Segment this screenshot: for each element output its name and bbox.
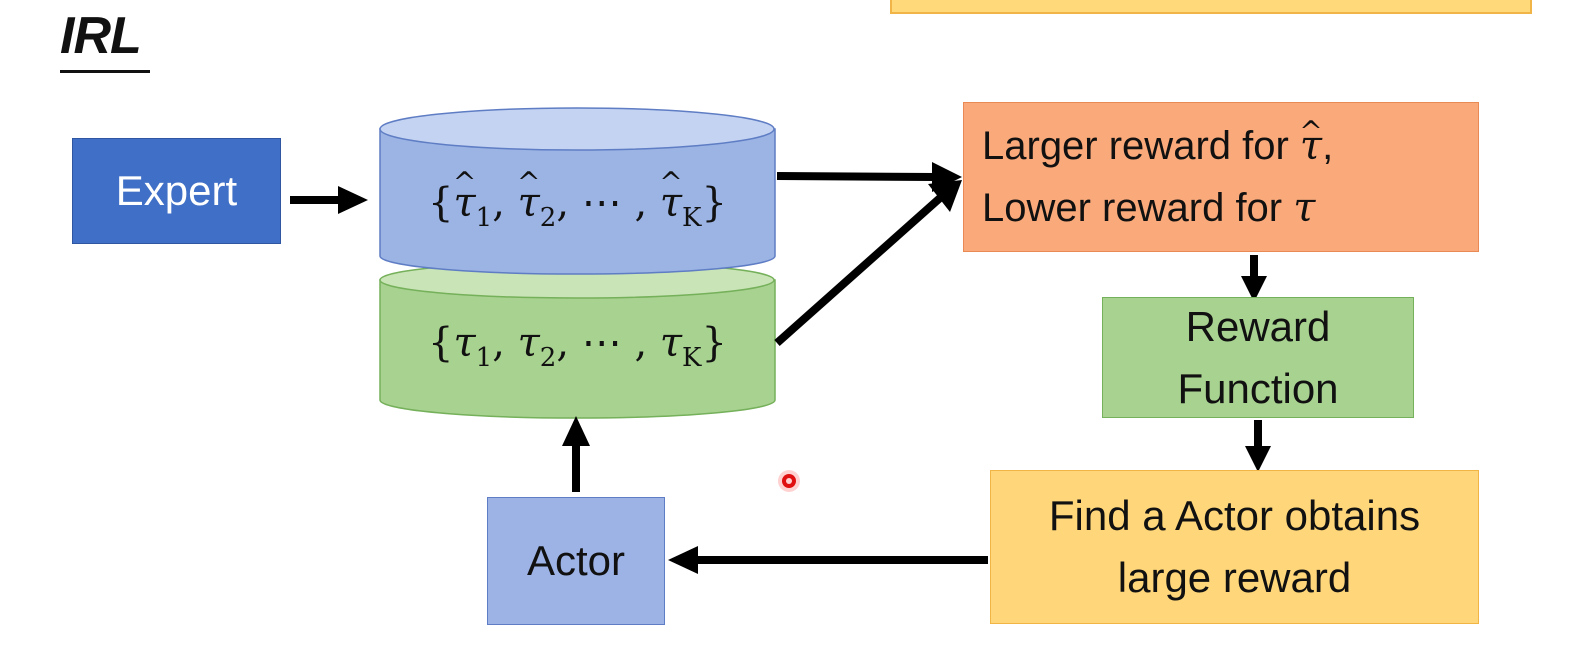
arrow-expert-to-trajectories	[290, 186, 368, 214]
brace-open: {	[428, 180, 454, 226]
expert-box: Expert	[72, 138, 281, 244]
criteria-line-larger: Larger reward for τ,	[982, 115, 1333, 177]
find-actor-line2: large reward	[1117, 554, 1352, 601]
subscript-2: 2	[539, 343, 557, 373]
ellipsis: ⋯	[581, 180, 622, 226]
subscript-k: K	[682, 203, 702, 233]
arrow-actor-to-trajectories	[562, 416, 590, 492]
tau-symbol: τ	[1293, 185, 1316, 231]
expert-trajectory-set: {τ1, τ2, ⋯ , τK}	[380, 180, 775, 233]
find-actor-line1: Find a Actor obtains	[1048, 492, 1421, 539]
separator: ,	[634, 180, 648, 226]
brace-close: }	[701, 180, 727, 226]
reward-criteria-box: Larger reward for τ, Lower reward for τ	[963, 102, 1479, 252]
reward-function-line1: Reward	[1185, 302, 1331, 350]
criteria-lower-text: Lower reward for	[982, 186, 1294, 230]
brace-close: }	[701, 320, 727, 366]
pointer-dot	[778, 470, 800, 492]
criteria-comma: ,	[1322, 124, 1334, 168]
tau-hat-2: τ	[518, 180, 540, 226]
separator: ,	[492, 180, 505, 226]
tau-hat-1: τ	[454, 180, 476, 226]
subscript-2: 2	[539, 203, 557, 233]
slide-title: IRL	[60, 7, 142, 65]
cropped-yellow-box	[890, 0, 1532, 14]
criteria-line-lower: Lower reward for τ	[982, 177, 1315, 239]
criteria-larger-text: Larger reward for	[982, 124, 1300, 168]
tau-hat-k: τ	[660, 180, 682, 226]
subscript-1: 1	[475, 203, 493, 233]
separator: ,	[556, 180, 570, 226]
actor-label: Actor	[526, 537, 626, 584]
tau-hat-symbol: τ	[1300, 115, 1322, 177]
ellipsis: ⋯	[581, 320, 622, 366]
subscript-1: 1	[475, 343, 493, 373]
separator: ,	[556, 320, 570, 366]
find-actor-box: Find a Actor obtains large reward	[990, 470, 1479, 624]
arrow-actor-trajectories-to-criteria	[774, 180, 962, 346]
separator: ,	[492, 320, 505, 366]
reward-function-box: Reward Function	[1102, 297, 1414, 418]
actor-box: Actor	[487, 497, 665, 625]
subscript-k: K	[682, 343, 702, 373]
reward-function-line2: Function	[1177, 364, 1339, 412]
arrow-find-actor-to-actor	[668, 546, 988, 574]
separator: ,	[634, 320, 648, 366]
brace-open: {	[428, 320, 454, 366]
actor-trajectory-set: {τ1, τ2, ⋯ , τK}	[380, 320, 775, 373]
tau-2: τ	[517, 320, 540, 366]
arrow-criteria-to-reward-function	[1241, 255, 1267, 302]
title-underline	[60, 70, 150, 73]
expert-label: Expert	[115, 167, 238, 214]
tau-k: τ	[659, 320, 683, 366]
tau-1: τ	[453, 320, 476, 366]
arrow-reward-function-to-find-actor	[1245, 420, 1271, 472]
